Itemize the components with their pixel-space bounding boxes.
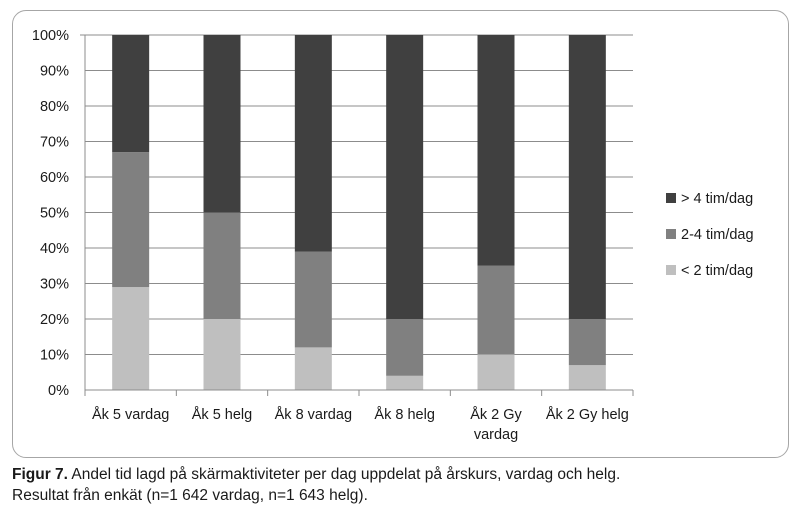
x-tick-label: vardag (474, 427, 518, 443)
caption-text-line1: Andel tid lagd på skärmaktiviteter per d… (67, 466, 621, 483)
x-tick-label: Åk 5 vardag (92, 406, 169, 423)
y-tick-label: 20% (40, 312, 69, 328)
bar-segment (568, 365, 606, 390)
bar-segment (386, 319, 424, 376)
bars (112, 35, 606, 390)
bar-segment (568, 35, 606, 319)
bar-segment (112, 287, 150, 390)
x-tick-label: Åk 5 helg (192, 406, 252, 423)
bar-segment (386, 35, 424, 319)
bar-segment (294, 35, 332, 252)
legend: > 4 tim/dag 2-4 tim/dag < 2 tim/dag (666, 191, 754, 279)
y-tick-label: 100% (32, 28, 69, 44)
legend-swatch (666, 229, 676, 239)
legend-swatch (666, 193, 676, 203)
axes (80, 34, 634, 396)
legend-label: 2-4 tim/dag (681, 227, 754, 243)
x-tick-label: Åk 2 Gy (470, 406, 522, 423)
y-tick-label: 0% (48, 383, 69, 399)
bar-segment (112, 35, 150, 153)
x-tick-label: Åk 8 helg (374, 406, 434, 423)
caption-text-line2: Resultat från enkät (n=1 642 vardag, n=1… (12, 487, 368, 504)
grid-lines (85, 34, 633, 355)
y-tick-label: 70% (40, 135, 69, 151)
bar-segment (477, 354, 515, 390)
legend-label: < 2 tim/dag (681, 263, 753, 279)
y-tick-label: 10% (40, 348, 69, 364)
y-tick-label: 80% (40, 99, 69, 115)
figure-caption: Figur 7. Andel tid lagd på skärmaktivite… (12, 464, 792, 506)
bar-segment (568, 319, 606, 366)
y-tick-label: 30% (40, 277, 69, 293)
x-tick-label: Åk 8 vardag (275, 406, 352, 423)
x-tick-label: Åk 2 Gy helg (546, 406, 629, 423)
y-tick-label: 40% (40, 241, 69, 257)
stacked-bar-chart: 0% 10% 20% 30% 40% 50% 60% 70% 80% 90% 100% Åk 5 v… (32, 28, 754, 443)
y-tick-label: 90% (40, 64, 69, 80)
x-tick-labels: Åk 5 vardag Åk 5 helg Åk 8 vardag Åk 8 helg… (92, 406, 629, 443)
bar-segment (294, 251, 332, 348)
bar-segment (477, 265, 515, 355)
bar-segment (294, 347, 332, 390)
bar-segment (203, 35, 241, 213)
y-tick-label: 50% (40, 206, 69, 222)
legend-swatch (666, 265, 676, 275)
bar-segment (203, 319, 241, 390)
caption-label: Figur 7. (12, 466, 68, 483)
legend-label: > 4 tim/dag (681, 191, 753, 207)
bar-segment (203, 212, 241, 319)
bar-segment (386, 375, 424, 390)
y-tick-label: 60% (40, 170, 69, 186)
bar-segment (477, 35, 515, 266)
bar-segment (112, 152, 150, 288)
y-tick-labels: 0% 10% 20% 30% 40% 50% 60% 70% 80% 90% 100% (32, 28, 69, 399)
